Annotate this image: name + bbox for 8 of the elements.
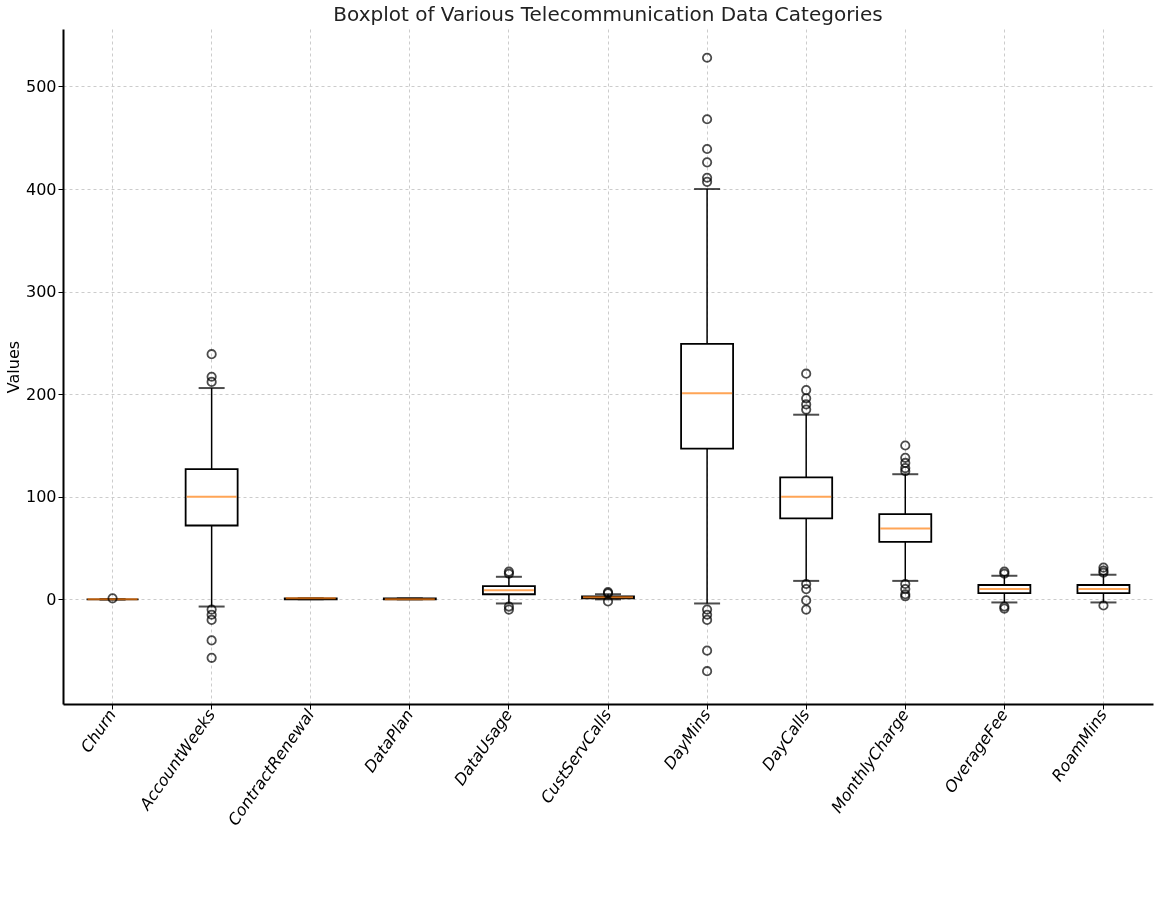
y-tick-label: 400 [25,179,57,199]
y-tick-label: 500 [25,76,57,96]
y-tick-label: 300 [25,282,57,302]
chart-title: Boxplot of Various Telecommunication Data Categories [333,2,883,26]
y-axis-title: Values [3,340,23,394]
y-tick-label: 200 [25,384,57,404]
y-tick-label: 0 [46,589,57,609]
y-tick-label: 100 [25,487,57,507]
